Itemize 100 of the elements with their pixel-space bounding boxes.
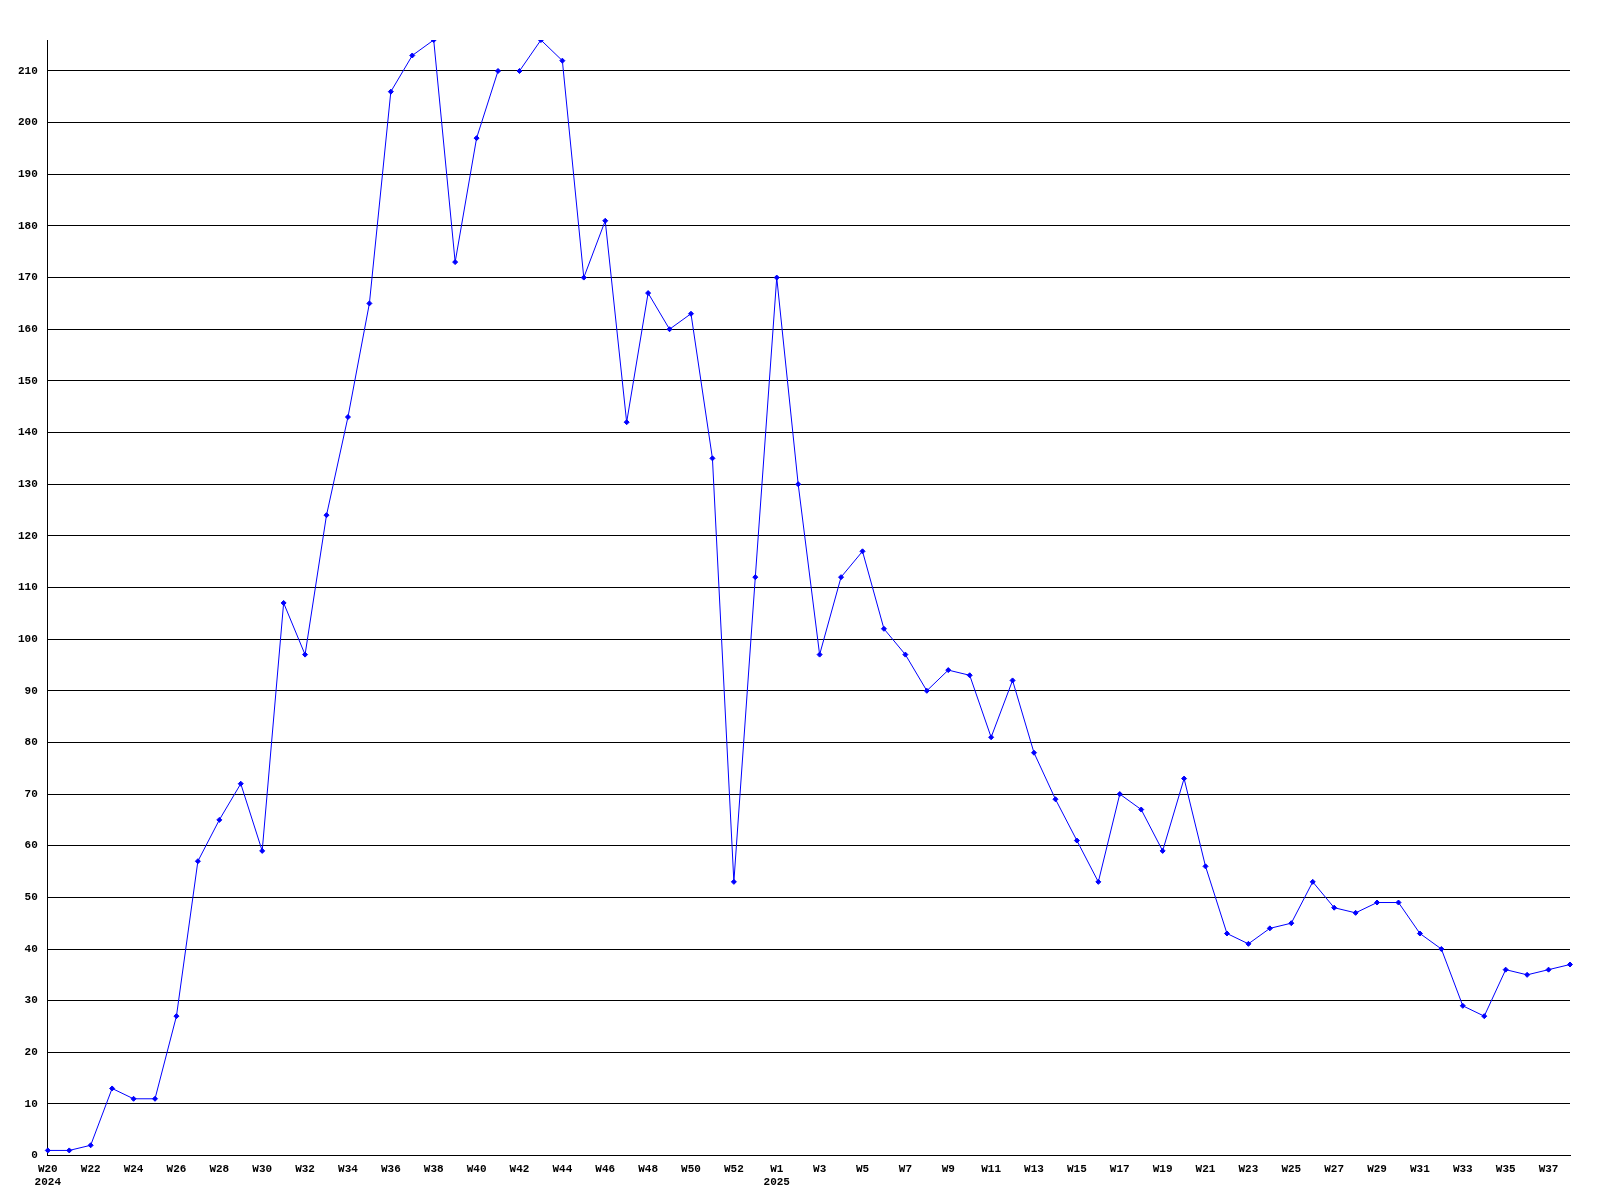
y-tick-label: 130 bbox=[17, 477, 38, 490]
point bbox=[216, 816, 223, 823]
point bbox=[1567, 961, 1573, 968]
x-tick-label: W37 bbox=[1538, 1162, 1559, 1175]
point bbox=[1374, 899, 1381, 906]
point bbox=[602, 217, 609, 224]
point bbox=[366, 300, 373, 307]
point bbox=[580, 274, 587, 281]
point bbox=[409, 52, 416, 59]
point bbox=[1481, 1013, 1488, 1020]
point bbox=[773, 274, 780, 281]
point bbox=[1545, 966, 1552, 973]
x-tick-label: W15 bbox=[1066, 1162, 1088, 1175]
point bbox=[194, 858, 201, 865]
y-tick-label: 150 bbox=[17, 374, 38, 387]
x-tick-label: W27 bbox=[1324, 1162, 1345, 1175]
point bbox=[1416, 930, 1423, 937]
point bbox=[109, 1085, 116, 1092]
point bbox=[1223, 930, 1230, 937]
point bbox=[1524, 971, 1531, 978]
point bbox=[880, 625, 887, 632]
point bbox=[1052, 796, 1059, 803]
point bbox=[1031, 749, 1038, 756]
point bbox=[387, 88, 394, 95]
point bbox=[966, 672, 973, 679]
y-tick-label: 10 bbox=[24, 1097, 38, 1110]
point bbox=[66, 1147, 73, 1154]
point bbox=[1009, 677, 1016, 684]
x-tick-label: W22 bbox=[80, 1162, 101, 1175]
x-tick-label: W52 bbox=[723, 1162, 744, 1175]
y-tick-label: 80 bbox=[24, 736, 38, 749]
point bbox=[1095, 878, 1102, 885]
x-tick-label: W29 bbox=[1367, 1162, 1387, 1175]
point bbox=[1502, 966, 1509, 973]
point bbox=[923, 687, 930, 694]
y-tick-label: 200 bbox=[17, 116, 38, 129]
point bbox=[516, 67, 523, 74]
point bbox=[1116, 791, 1123, 798]
x-tick-label: W44 bbox=[552, 1162, 573, 1175]
point bbox=[1309, 878, 1316, 885]
x-tick-label: W11 bbox=[981, 1162, 1002, 1175]
y-tick-label: 30 bbox=[24, 994, 38, 1007]
y-tick-label: 180 bbox=[17, 219, 38, 232]
x-tick-label: W5 bbox=[855, 1162, 870, 1175]
y-tick-label: 110 bbox=[17, 581, 38, 594]
point bbox=[173, 1013, 180, 1020]
point bbox=[302, 651, 309, 658]
point bbox=[1245, 940, 1252, 947]
x-tick-label: W23 bbox=[1238, 1162, 1259, 1175]
point bbox=[559, 57, 566, 64]
point bbox=[280, 599, 287, 606]
point bbox=[1438, 946, 1445, 953]
point bbox=[709, 455, 716, 462]
point bbox=[988, 734, 995, 741]
y-tick-label: 70 bbox=[24, 787, 38, 800]
x-tick-label: W46 bbox=[595, 1162, 616, 1175]
x-tick-label: W19 bbox=[1152, 1162, 1173, 1175]
y-tick-label: 140 bbox=[17, 426, 38, 439]
point bbox=[237, 780, 244, 787]
x-tick-label: W28 bbox=[209, 1162, 230, 1175]
x-tick-label: W50 bbox=[681, 1162, 701, 1175]
y-tick-label: 50 bbox=[24, 891, 38, 904]
x-tick-label: W20 2024 bbox=[34, 1162, 62, 1189]
point bbox=[1138, 806, 1145, 813]
x-tick-label: W9 bbox=[941, 1162, 955, 1175]
x-tick-label: W1 2025 bbox=[763, 1162, 791, 1189]
y-tick-label: 0 bbox=[31, 1149, 38, 1162]
x-tick-label: W7 bbox=[898, 1162, 912, 1175]
point bbox=[323, 512, 330, 519]
y-tick-label: 40 bbox=[24, 942, 38, 955]
point bbox=[344, 414, 351, 421]
point bbox=[473, 135, 480, 142]
x-tick-label: W25 bbox=[1281, 1162, 1302, 1175]
point bbox=[1073, 837, 1080, 844]
point bbox=[730, 878, 737, 885]
point bbox=[152, 1095, 158, 1102]
point bbox=[1459, 1002, 1466, 1009]
point bbox=[687, 310, 694, 317]
point bbox=[838, 574, 845, 581]
point bbox=[495, 67, 502, 74]
x-tick-label: W36 bbox=[380, 1162, 401, 1175]
y-tick-label: 60 bbox=[24, 839, 38, 852]
point bbox=[1181, 775, 1188, 782]
x-tick-label: W13 bbox=[1024, 1162, 1045, 1175]
x-tick-label: W17 bbox=[1109, 1162, 1130, 1175]
point bbox=[1266, 925, 1273, 932]
point bbox=[259, 847, 266, 854]
point bbox=[645, 290, 652, 297]
y-tick-label: 90 bbox=[24, 684, 38, 697]
point bbox=[1159, 847, 1166, 854]
x-tick-label: W38 bbox=[423, 1162, 445, 1175]
point bbox=[859, 548, 866, 555]
point bbox=[902, 651, 909, 658]
point bbox=[1331, 904, 1338, 911]
point bbox=[1352, 909, 1359, 916]
x-tick-label: W30 bbox=[252, 1162, 273, 1175]
point bbox=[666, 326, 673, 333]
x-tick-label: W3 bbox=[813, 1162, 827, 1175]
point bbox=[945, 667, 952, 674]
y-tick-label: 160 bbox=[17, 323, 38, 335]
